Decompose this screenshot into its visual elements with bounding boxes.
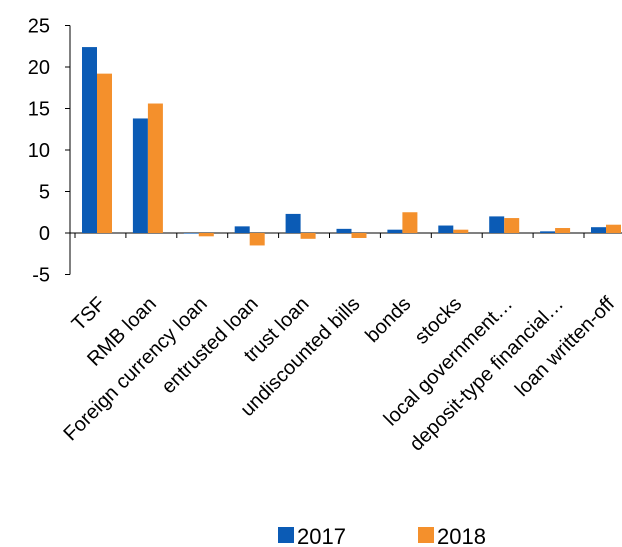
y-tick-label: 25 bbox=[28, 16, 50, 38]
bar-2018-6 bbox=[402, 212, 418, 233]
y-tick-label: 0 bbox=[39, 223, 50, 245]
x-category-label: TSF bbox=[68, 293, 110, 335]
legend: 2017 2018 bbox=[278, 524, 486, 547]
bar-2017-8 bbox=[489, 216, 505, 233]
bar-2017-5 bbox=[336, 228, 352, 233]
bar-2017-2 bbox=[183, 233, 199, 234]
bar-2017-4 bbox=[285, 213, 301, 233]
bar-2018-0 bbox=[97, 73, 112, 233]
x-category-labels: TSF RMB loan Foreign currency loan entru… bbox=[59, 293, 619, 456]
legend-swatch-2018 bbox=[418, 527, 434, 543]
bar-2018-4 bbox=[300, 233, 316, 239]
bar-2017-9 bbox=[540, 231, 556, 233]
bar-2017-10 bbox=[591, 227, 606, 233]
bar-2018-3 bbox=[249, 233, 265, 246]
legend-swatch-2017 bbox=[278, 527, 294, 543]
legend-label-2018: 2018 bbox=[437, 524, 486, 547]
bar-2017-7 bbox=[438, 225, 454, 233]
y-tick-labels: -5 0 5 10 15 20 25 bbox=[28, 16, 50, 287]
bar-2018-1 bbox=[147, 103, 163, 234]
bars bbox=[82, 47, 621, 246]
y-tick-label: -5 bbox=[32, 265, 50, 287]
bar-2018-2 bbox=[198, 233, 214, 237]
y-tick-label: 10 bbox=[28, 140, 50, 162]
bar-2018-5 bbox=[351, 233, 367, 238]
bar-2017-3 bbox=[234, 226, 250, 233]
bar-2017-6 bbox=[387, 229, 403, 233]
bar-2017-0 bbox=[82, 47, 97, 233]
bar-2018-9 bbox=[555, 228, 571, 233]
bar-2018-10 bbox=[606, 224, 621, 233]
y-tick-label: 20 bbox=[28, 57, 50, 79]
bar-2018-7 bbox=[453, 229, 469, 233]
legend-label-2017: 2017 bbox=[297, 524, 346, 547]
y-tick-label: 15 bbox=[28, 99, 50, 121]
bar-2017-1 bbox=[132, 118, 148, 233]
y-tick-label: 5 bbox=[39, 182, 50, 204]
bar-2018-8 bbox=[504, 218, 520, 233]
x-category-label: bonds bbox=[361, 293, 415, 347]
